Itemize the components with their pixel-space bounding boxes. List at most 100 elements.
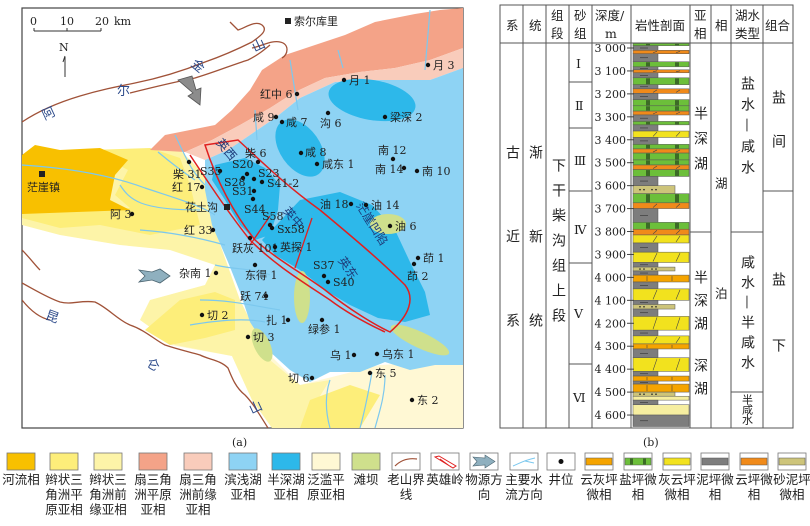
mountain-label: 昆 (43, 308, 60, 327)
legend-label: 老山界线 (387, 472, 425, 502)
well-label: 梁深 2 (390, 110, 423, 124)
well-dot-icon (217, 168, 223, 174)
well: 南 10 (414, 165, 451, 178)
well-dot-icon (298, 150, 304, 156)
well: 扎 1 (266, 313, 291, 327)
well-label: 跃灰 101 (232, 241, 279, 255)
lithology-layer-pale (632, 404, 690, 416)
header-depth-unit: m (605, 26, 617, 41)
lithology-layer-salt (632, 77, 690, 85)
well: 沟 6 (320, 110, 342, 130)
depth-label: 4 400 (595, 363, 627, 376)
well-dot-icon (390, 156, 396, 162)
well-dot-icon (250, 196, 256, 202)
lithology-layer-mud (632, 380, 659, 385)
lithology-layer-mud (632, 84, 659, 90)
lithology-layer-sandymud (632, 304, 676, 310)
well-dot-icon (272, 244, 278, 250)
header-formation: 组 (551, 8, 564, 23)
lithology-layer-mud (632, 270, 659, 276)
well-dot-icon (285, 317, 291, 323)
sand-group-label: Ⅱ (575, 98, 584, 113)
depth-label: 3 000 (595, 42, 627, 55)
lithology-layer-dolo (632, 69, 690, 74)
sand-group-label: Ⅵ (572, 390, 586, 405)
map-caption: (a) (232, 436, 247, 449)
column-caption: (b) (643, 436, 659, 449)
well: 乌东 1 (374, 347, 415, 361)
lithology-layer-salt (632, 121, 690, 126)
well-label: 茚 2 (407, 269, 429, 283)
sand-group-label: Ⅲ (574, 153, 586, 168)
well-dot-icon (321, 273, 327, 279)
town-marker (39, 171, 45, 177)
lithology-layer-mud (632, 300, 659, 305)
well: 咸 8 (298, 146, 327, 159)
well-dot-icon (341, 77, 347, 83)
well-dot-icon (247, 235, 253, 241)
sand-group-label: Ⅰ (576, 56, 581, 71)
lithology-layer-salt (632, 169, 690, 177)
legend-item: 半深湖亚相 (267, 452, 305, 502)
well-label: 切 2 (207, 309, 229, 322)
depth-label: 4 000 (595, 271, 627, 284)
lithology-layer-mud (632, 329, 659, 337)
well-dot-icon (255, 159, 261, 165)
well: 月 1 (341, 74, 371, 87)
well-dot-icon (367, 370, 373, 376)
mountain-line-icon (391, 452, 421, 471)
header-sand-group-2: 组 (574, 26, 587, 41)
well: S41-2 (259, 177, 299, 190)
legend-label: 砂泥坪微相 (773, 472, 810, 502)
legend-item: 辫状三角洲平原亚相 (45, 452, 83, 517)
depth-label: 4 100 (595, 294, 627, 307)
lithology-layer-mud (632, 262, 659, 268)
legend-label: 滩坝 (353, 472, 378, 487)
lithology-layer-limedolo (632, 130, 690, 138)
legend-label: 河流相 (2, 472, 40, 487)
well: 月 3 (425, 59, 455, 72)
depth-label: 4 500 (595, 386, 627, 399)
well-label: 跃 74 (240, 289, 269, 303)
color-swatch-icon (93, 452, 123, 471)
well-label: 月 3 (433, 59, 455, 72)
legend-label: 辫状三角洲前缘亚相 (89, 472, 127, 517)
depth-ticks: 3 000 3 100 3 200 3 300 3 400 3 500 3 600 3 700… (595, 42, 634, 422)
well-label: 咸东 1 (322, 158, 355, 171)
stratigraphic-column: 系 统 组 段 砂 组 深度/ m 岩性剖面 亚 相 相 湖水 类型 组合 古近… (499, 4, 794, 449)
sand-group-label: Ⅴ (573, 306, 584, 321)
well-label: 沟 6 (320, 117, 342, 130)
lithology-layer-limedolo (632, 251, 690, 263)
well: 乌 1 (330, 348, 357, 362)
depth-label: 4 600 (595, 409, 627, 422)
mountain-label: 尔 (117, 84, 130, 99)
header-formation-2: 段 (551, 26, 564, 41)
well-dot-icon (252, 262, 258, 268)
lithology-layer-mud (632, 208, 659, 223)
lithology-layer-sandymud (632, 266, 676, 272)
legend-item: 灰云坪微相 (658, 452, 696, 502)
legend-label: 滨浅湖亚相 (224, 472, 262, 502)
lithology-layer-mud (632, 176, 659, 186)
well-dot-icon (244, 171, 250, 177)
lithology-layer-limedolo (632, 234, 690, 244)
well: S35 (200, 165, 223, 178)
depth-label: 3 400 (595, 134, 627, 147)
legend-item: 英雄岭 (426, 452, 464, 487)
well-dot-icon (351, 352, 357, 358)
legend-label: 泛滥平原亚相 (307, 472, 345, 502)
legend-item: 河流相 (2, 452, 40, 487)
lithology-layer-mud (632, 124, 659, 132)
lithology-layer-mud (632, 93, 659, 100)
well: 梁深 2 (382, 110, 423, 124)
lithology-layer-mud (632, 45, 659, 51)
facies-map: 0 10 20 km N 阿 尔 金 山 昆 仑 山 英西 英中 英东 茫崖凹陷… (21, 7, 464, 449)
well: 红 33 (184, 224, 216, 237)
north-label: N (59, 41, 69, 54)
well: 东 5 (367, 367, 397, 380)
legend-item: 泛滥平原亚相 (307, 452, 345, 502)
scale-tick-label: 10 (60, 15, 74, 28)
well: 油 18 (320, 197, 354, 211)
braided-delta-plain-area (145, 292, 235, 345)
well-label: 茚 1 (423, 251, 445, 265)
